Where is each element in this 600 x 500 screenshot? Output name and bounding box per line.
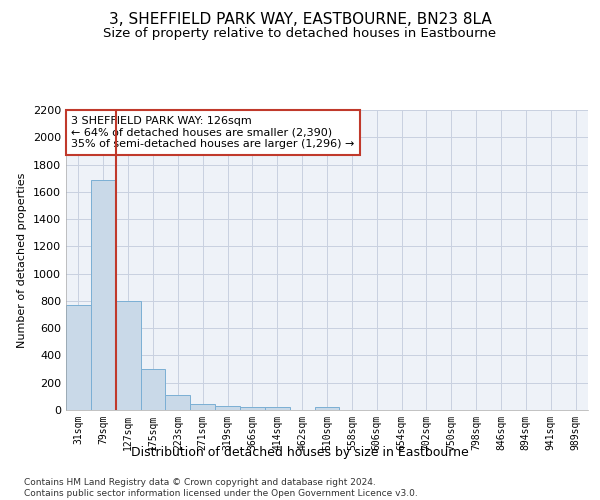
Bar (314, 406, 340, 410)
Bar (91, 180, 116, 410)
Bar (215, 406, 240, 410)
Text: Contains HM Land Registry data © Crown copyright and database right 2024.
Contai: Contains HM Land Registry data © Crown c… (24, 478, 418, 498)
Y-axis label: Number of detached properties: Number of detached properties (17, 172, 28, 348)
Bar (240, 406, 265, 410)
Bar (265, 407, 290, 410)
Bar (166, 395, 190, 410)
Text: Distribution of detached houses by size in Eastbourne: Distribution of detached houses by size … (131, 446, 469, 459)
Bar (116, 301, 140, 410)
Text: 3 SHEFFIELD PARK WAY: 126sqm
← 64% of detached houses are smaller (2,390)
35% of: 3 SHEFFIELD PARK WAY: 126sqm ← 64% of de… (71, 116, 355, 149)
Text: Size of property relative to detached houses in Eastbourne: Size of property relative to detached ho… (103, 28, 497, 40)
Bar (140, 369, 166, 410)
Bar (66, 305, 91, 410)
Text: 3, SHEFFIELD PARK WAY, EASTBOURNE, BN23 8LA: 3, SHEFFIELD PARK WAY, EASTBOURNE, BN23 … (109, 12, 491, 28)
Bar (190, 404, 215, 410)
